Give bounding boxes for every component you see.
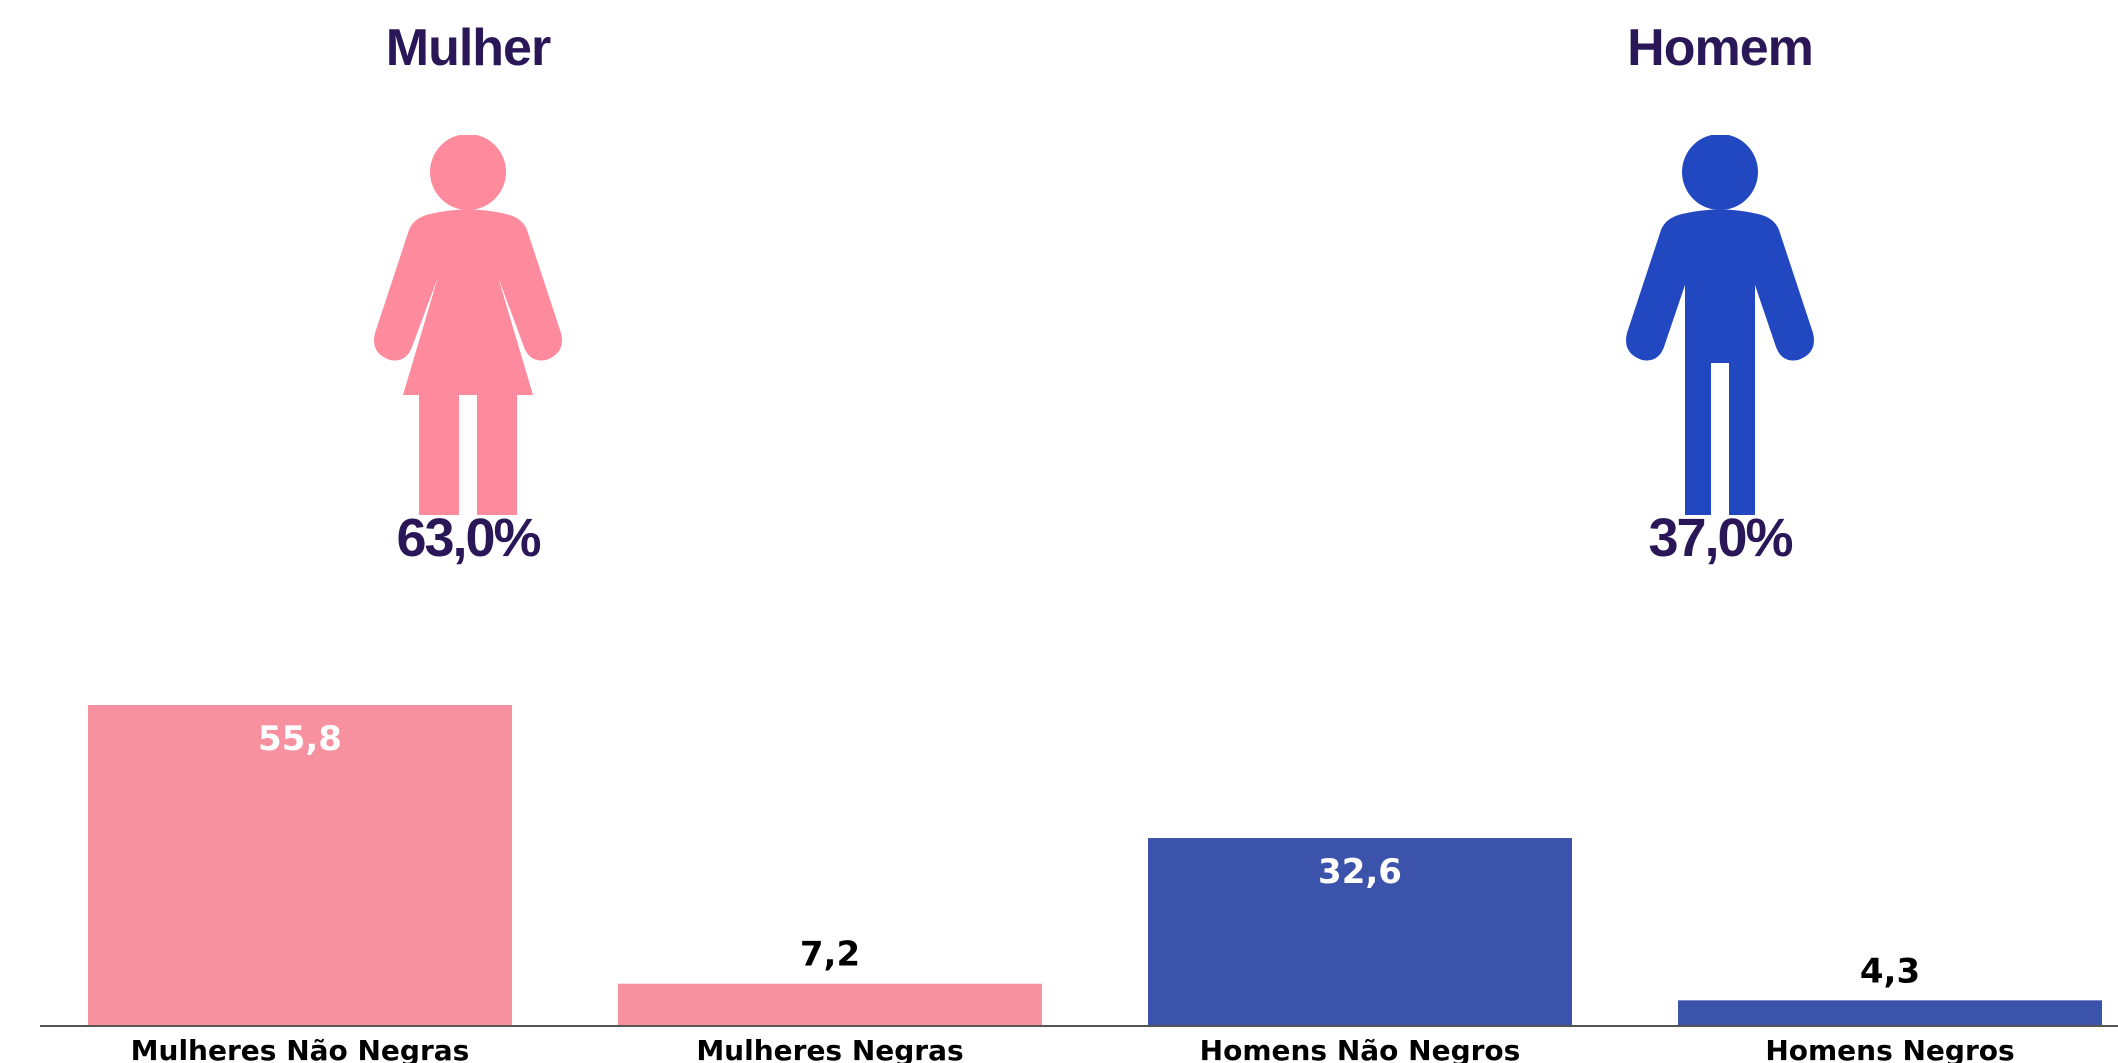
x-tick-label: Mulheres Não Negras [131, 1034, 470, 1063]
x-tick-label: Homens Negros [1765, 1034, 2014, 1063]
female-percent: 63,0% [396, 508, 541, 568]
male-percent: 37,0% [1648, 508, 1793, 568]
data-label: 4,3 [1860, 951, 1920, 991]
data-label: 55,8 [258, 719, 342, 759]
data-label: 32,6 [1318, 852, 1402, 892]
male-title: Homem [1627, 19, 1814, 77]
bar [88, 705, 512, 1025]
x-tick-label: Homens Não Negros [1200, 1034, 1521, 1063]
x-tick-label: Mulheres Negras [696, 1034, 963, 1063]
bar [1148, 838, 1572, 1025]
female-title: Mulher [385, 19, 551, 77]
bar [1678, 1000, 2102, 1025]
data-label: 7,2 [800, 935, 860, 975]
woman-icon [374, 135, 562, 515]
man-icon [1626, 135, 1814, 515]
bar [618, 983, 1042, 1025]
